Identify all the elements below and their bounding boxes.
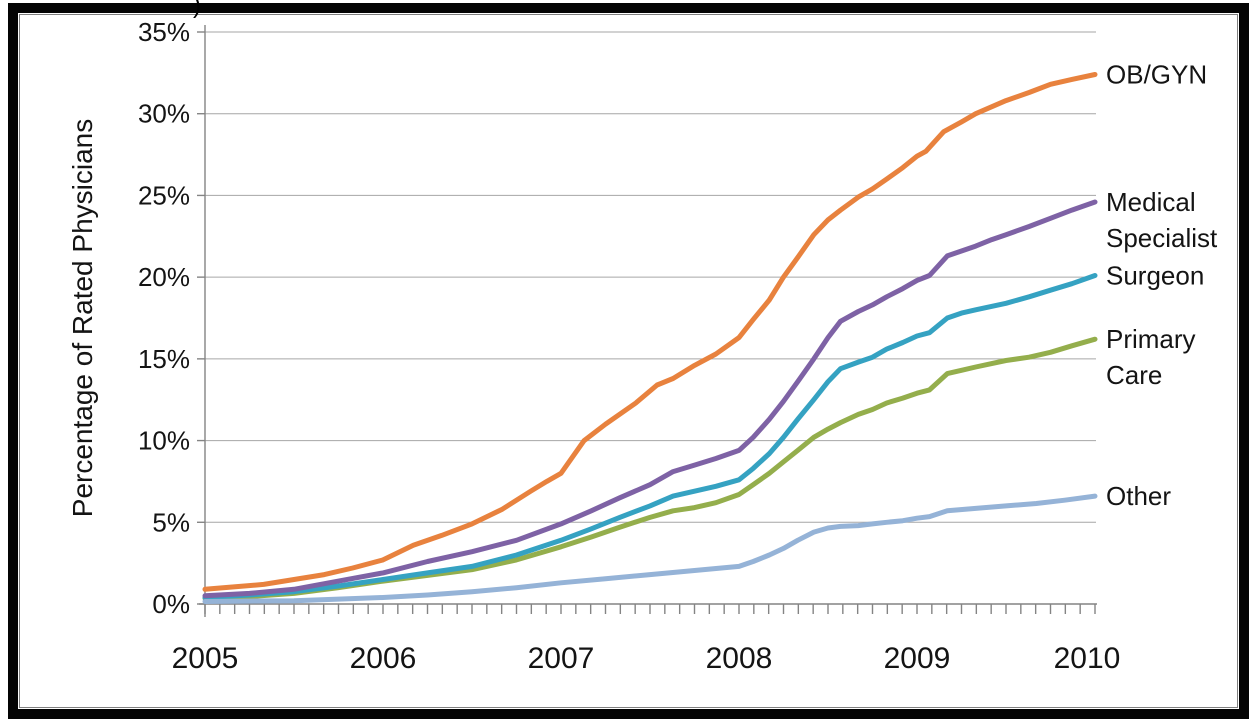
- series-line-medical-specialist: [202, 199, 1098, 599]
- x-tick-label-2009: 2009: [884, 642, 951, 675]
- crop-artifact-text: ): [193, 0, 201, 19]
- series-label-ob-gyn: OB/GYN: [1106, 59, 1207, 89]
- series-line-surgeon: [202, 273, 1098, 600]
- chart-inner-frame: [19, 14, 1238, 708]
- series-label-primary-care-1: Primary: [1106, 324, 1196, 354]
- series-label-primary-care-2: Care: [1106, 360, 1162, 390]
- y-tick-label-0: 0%: [152, 589, 190, 619]
- y-axis-title: Percentage of Rated Physicians: [67, 119, 98, 517]
- x-tick-label-2005: 2005: [172, 642, 239, 675]
- x-tick-label-2010: 2010: [1054, 642, 1121, 675]
- series-label-other: Other: [1106, 481, 1171, 511]
- y-tick-label-20: 20%: [138, 262, 190, 292]
- series-line-primary-care: [202, 336, 1098, 601]
- y-tick-label-25: 25%: [138, 180, 190, 210]
- x-tick-label-2006: 2006: [350, 642, 417, 675]
- x-tick-label-2008: 2008: [706, 642, 773, 675]
- y-tick-label-30: 30%: [138, 99, 190, 129]
- series-label-medical-specialist-1: Medical: [1106, 187, 1196, 217]
- x-tick-label-2007: 2007: [528, 642, 595, 675]
- series-line-other: [202, 493, 1098, 604]
- y-tick-label-15: 15%: [138, 344, 190, 374]
- y-tick-label-10: 10%: [138, 426, 190, 456]
- y-tick-label-5: 5%: [152, 507, 190, 537]
- series-line-ob-gyn: [202, 72, 1098, 592]
- series-label-surgeon: Surgeon: [1106, 261, 1204, 291]
- series-label-medical-specialist-2: Specialist: [1106, 223, 1218, 253]
- y-tick-label-35: 35%: [138, 17, 190, 47]
